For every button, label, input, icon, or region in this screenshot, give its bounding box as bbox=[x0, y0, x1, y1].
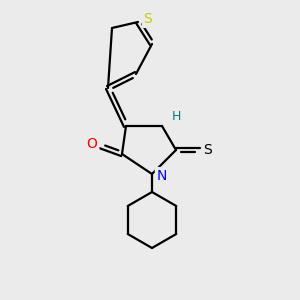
Text: H: H bbox=[171, 110, 181, 122]
Text: N: N bbox=[157, 169, 167, 183]
Text: S: S bbox=[204, 143, 212, 157]
Text: O: O bbox=[87, 137, 98, 151]
Text: S: S bbox=[144, 12, 152, 26]
